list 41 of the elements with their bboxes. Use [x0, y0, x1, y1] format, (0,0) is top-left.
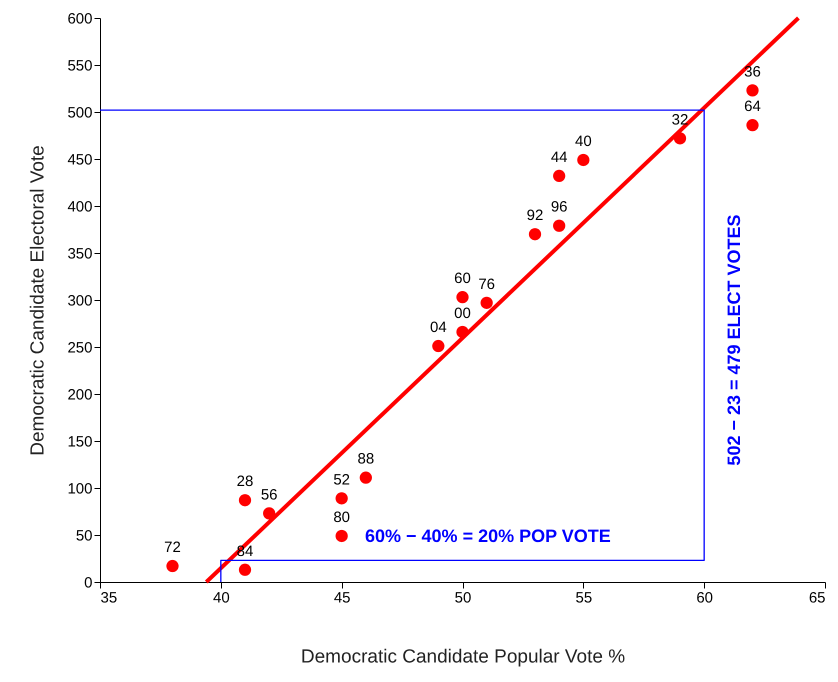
annotation: 40 — [574, 132, 592, 150]
annotation: 80 — [333, 508, 350, 526]
x-tick-label: 55 — [575, 590, 592, 606]
annotation: 00 — [454, 304, 471, 322]
y-tick-label: 250 — [67, 340, 92, 356]
annotation: 92 — [526, 207, 544, 224]
y-tick-label: 450 — [67, 152, 92, 168]
y-tick-label: 300 — [67, 292, 92, 310]
y-axis-title: Democratic Candidate Electoral Vote — [27, 145, 48, 456]
annotation: 52 — [333, 471, 350, 488]
y-tick-label: 100 — [67, 480, 92, 498]
annotation: 56 — [260, 486, 278, 504]
annotation: 72 — [164, 539, 181, 556]
x-tick-label: 45 — [334, 590, 351, 606]
annotation: 36 — [744, 63, 761, 80]
y-tick-label: 50 — [76, 528, 92, 544]
x-axis-title: Democratic Candidate Popular Vote % — [300, 646, 626, 668]
annotation: 96 — [550, 198, 568, 216]
y-tick-label: 400 — [67, 198, 92, 216]
annotation: 28 — [236, 473, 254, 490]
annotation: 60% − 40% = 20% POP VOTE — [365, 526, 611, 546]
annotation: 32 — [672, 111, 688, 128]
x-tick-label: 35 — [100, 590, 118, 606]
y-tick-label: 200 — [67, 386, 92, 404]
y-tick-label: 350 — [67, 246, 92, 262]
annotation: 502 − 23 = 479 ELECT VOTES — [724, 214, 744, 466]
x-tick-label: 50 — [454, 590, 472, 606]
y-tick-label: 500 — [67, 104, 92, 122]
x-tick-label: 60 — [696, 590, 714, 606]
y-tick-label: 150 — [67, 434, 92, 450]
annotation: 64 — [744, 98, 761, 116]
annotation: 04 — [430, 319, 447, 336]
annotation: 88 — [357, 450, 374, 468]
x-tick-label: 65 — [808, 590, 826, 606]
annotation: 60 — [454, 270, 471, 288]
y-tick-label: 0 — [84, 574, 92, 592]
x-tick-label: 40 — [212, 590, 230, 606]
y-tick-label: 600 — [67, 10, 92, 28]
annotation: 44 — [550, 148, 568, 166]
y-tick-label: 550 — [67, 58, 92, 74]
annotation: 76 — [478, 276, 496, 293]
